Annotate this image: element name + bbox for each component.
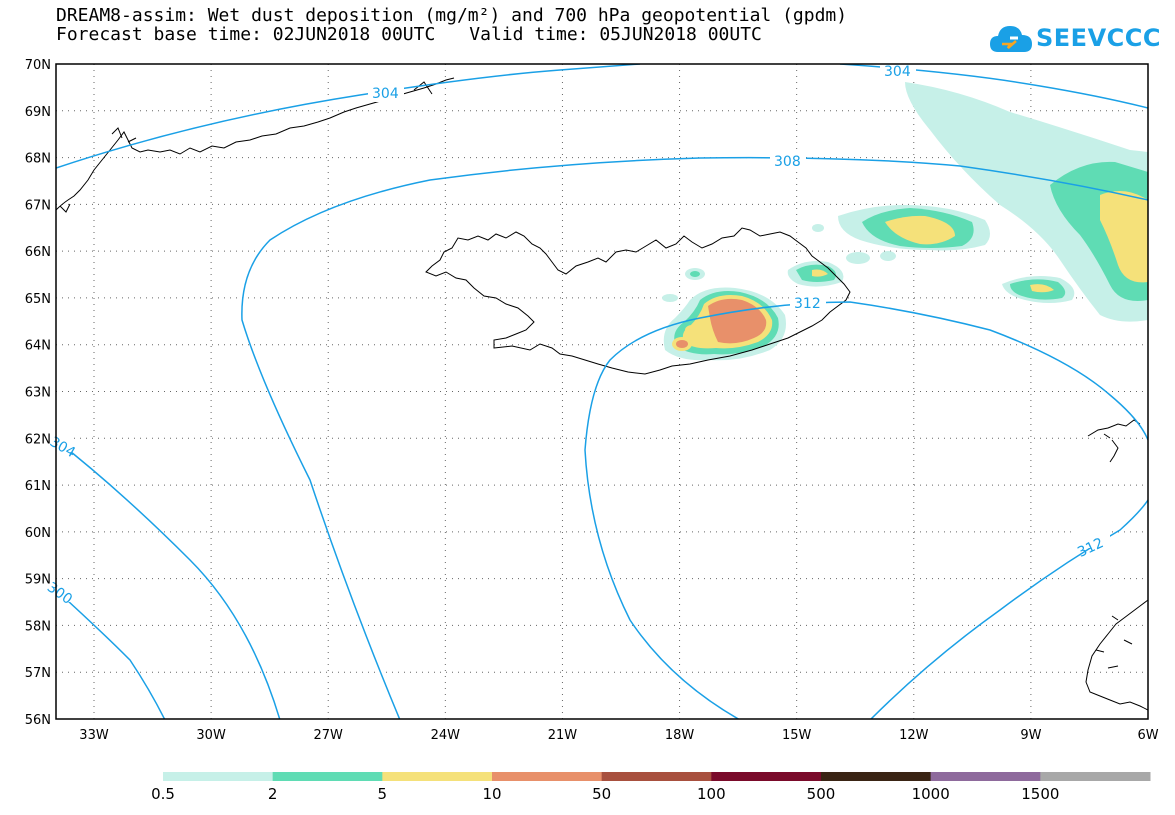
dust-patch-east-yellow — [885, 215, 955, 245]
legend-swatch — [1040, 772, 1151, 781]
legend-label: 2 — [267, 785, 278, 803]
lat-label: 66N — [25, 245, 51, 260]
dust-core-orange — [708, 298, 767, 344]
lat-label: 68N — [25, 152, 51, 167]
logo-text: SEEVCCC — [1036, 24, 1161, 52]
legend-swatch — [163, 772, 274, 781]
dust-speck — [880, 251, 896, 261]
legend-swatch — [272, 772, 383, 781]
legend-swatch — [492, 772, 603, 781]
contour-label-308: 308 — [774, 154, 801, 170]
legend-swatch — [821, 772, 932, 781]
base-time: Forecast base time: 02JUN2018 00UTC — [56, 24, 436, 45]
lat-label: 63N — [25, 386, 51, 401]
lon-label: 9W — [1020, 728, 1041, 743]
contour-label-bg — [880, 62, 916, 78]
map-axis-labels: 70N 69N 68N 67N 66N 65N 64N 63N 62N 61N 60N 59N 58N 5… — [25, 58, 1159, 743]
scotland-coast — [1085, 599, 1148, 711]
lat-label: 61N — [25, 479, 51, 494]
lat-label: 67N — [25, 198, 51, 213]
lat-label: 65N — [25, 292, 51, 307]
dust-speck — [662, 294, 678, 302]
lat-label: 60N — [25, 526, 51, 541]
legend-label: 0.5 — [151, 785, 175, 803]
lon-label: 18W — [665, 728, 695, 743]
legend-label: 100 — [697, 785, 726, 803]
contour-label-bg — [56, 584, 76, 602]
lat-label: 58N — [25, 619, 51, 634]
dust-speck — [812, 224, 824, 232]
contour-label-bg — [770, 152, 806, 168]
contour-label-304-ne: 304 — [884, 64, 911, 80]
lon-label: 33W — [79, 728, 109, 743]
contour-label-312: 312 — [794, 296, 821, 312]
lon-label: 15W — [782, 728, 812, 743]
legend-label: 1500 — [1021, 785, 1060, 803]
contour-312-se — [869, 499, 1148, 719]
legend-label: 50 — [592, 785, 612, 803]
seevccc-logo: SEEVCCC — [988, 22, 1161, 58]
lon-label: 27W — [314, 728, 344, 743]
dust-plume-ne-light — [905, 82, 1148, 322]
legend-label: 500 — [806, 785, 836, 803]
lat-label: 57N — [25, 666, 51, 681]
map-times: Forecast base time: 02JUN2018 00UTC Valid… — [56, 25, 762, 45]
dust-patch-ne-iceland-yellow — [812, 269, 828, 277]
cloud-logo-icon — [990, 26, 1032, 52]
contour-304-north — [56, 64, 641, 169]
dust-speck — [690, 271, 700, 277]
contour-label-bg — [368, 84, 404, 102]
legend-swatch — [930, 772, 1041, 781]
lat-label: 69N — [25, 105, 51, 120]
dust-plume-ne-yellow — [1100, 191, 1148, 283]
contour-label-bg — [1072, 530, 1110, 548]
dust-core-spot — [685, 325, 699, 335]
contour-312 — [584, 301, 1148, 719]
legend-label: 1000 — [911, 785, 950, 803]
iceland-coast — [425, 227, 851, 375]
map-frame — [55, 63, 1149, 720]
lat-label: 64N — [25, 339, 51, 354]
map-gridlines — [56, 64, 1148, 719]
contour-label-bg — [56, 436, 72, 452]
map-title: DREAM8-assim: Wet dust deposition (mg/m²… — [56, 5, 848, 26]
contour-label-304: 304 — [372, 86, 399, 102]
faroe-shetland-coast — [1087, 419, 1141, 463]
dust-core-spot — [676, 340, 688, 348]
lat-label: 59N — [25, 573, 51, 588]
geopotential-contours — [56, 64, 1148, 719]
contour-300-sw — [56, 589, 166, 719]
dust-patch-9w-yellow — [1030, 284, 1054, 293]
lon-label: 6W — [1137, 728, 1158, 743]
lat-label: 56N — [25, 713, 51, 728]
legend-swatch — [601, 772, 712, 781]
lon-label: 12W — [899, 728, 929, 743]
contour-label-bg — [790, 294, 826, 310]
contour-308 — [241, 156, 1148, 719]
greenland-coast — [56, 77, 455, 211]
legend-label: 10 — [482, 785, 502, 803]
contour-304-sw — [56, 439, 281, 719]
legend-bar — [163, 772, 1151, 781]
dust-speck — [846, 252, 870, 264]
legend-label: 5 — [377, 785, 388, 803]
legend-swatch — [382, 772, 493, 781]
dust-deposition-field — [662, 82, 1148, 361]
coastlines — [56, 77, 1148, 711]
legend-swatch — [711, 772, 822, 781]
lat-label: 62N — [25, 432, 51, 447]
lon-label: 30W — [196, 728, 226, 743]
lon-label: 24W — [431, 728, 461, 743]
lat-label: 70N — [25, 58, 51, 73]
valid-time: Valid time: 05JUN2018 00UTC — [469, 24, 762, 45]
lon-label: 21W — [548, 728, 578, 743]
